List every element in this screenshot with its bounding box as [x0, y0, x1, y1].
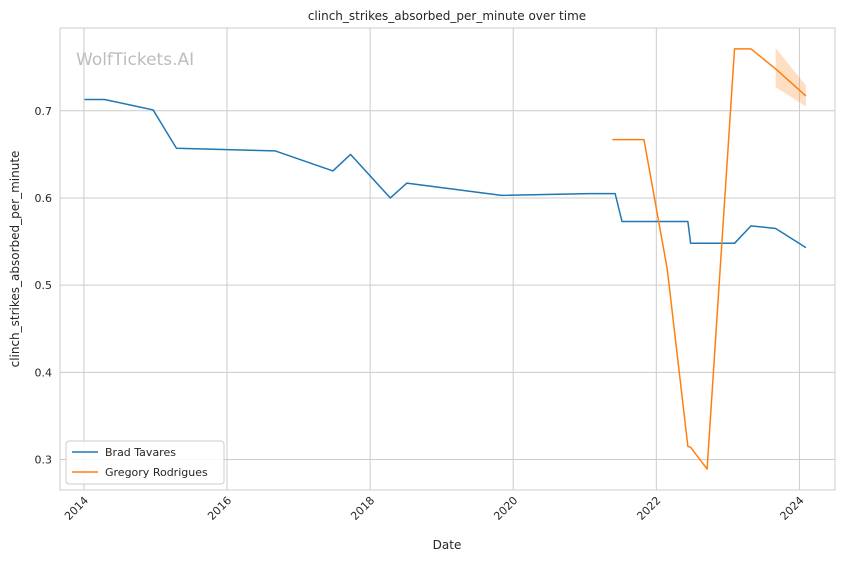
confidence-band-gregory-rodrigues: [775, 48, 806, 107]
plot-frame: [59, 27, 836, 491]
legend-box: [65, 440, 225, 485]
y-tick-label: 0.7: [35, 105, 53, 118]
legend-label-brad-tavares: Brad Tavares: [105, 446, 176, 459]
plot-area: [60, 28, 835, 490]
x-axis-title: Date: [433, 538, 462, 552]
chart-title: clinch_strikes_absorbed_per_minute over …: [308, 9, 586, 23]
y-tick-label: 0.3: [35, 453, 53, 466]
y-axis-ticks: 0.3 0.4 0.5 0.6 0.7: [35, 105, 53, 467]
y-axis-title: clinch_strikes_absorbed_per_minute: [8, 151, 22, 368]
series-line-gregory-rodrigues: [612, 48, 807, 470]
series-lines: [84, 48, 807, 470]
legend-label-gregory-rodrigues: Gregory Rodrigues: [105, 466, 208, 479]
watermark: WolfTickets.AI: [76, 50, 194, 70]
series-line-brad-tavares: [84, 98, 807, 249]
y-tick-label: 0.6: [35, 192, 53, 205]
confidence-bands: [775, 48, 806, 107]
y-tick-label: 0.4: [35, 366, 53, 379]
y-tick-label: 0.5: [35, 279, 53, 292]
legend: Brad Tavares Gregory Rodrigues: [65, 440, 225, 485]
grid: [60, 28, 835, 490]
